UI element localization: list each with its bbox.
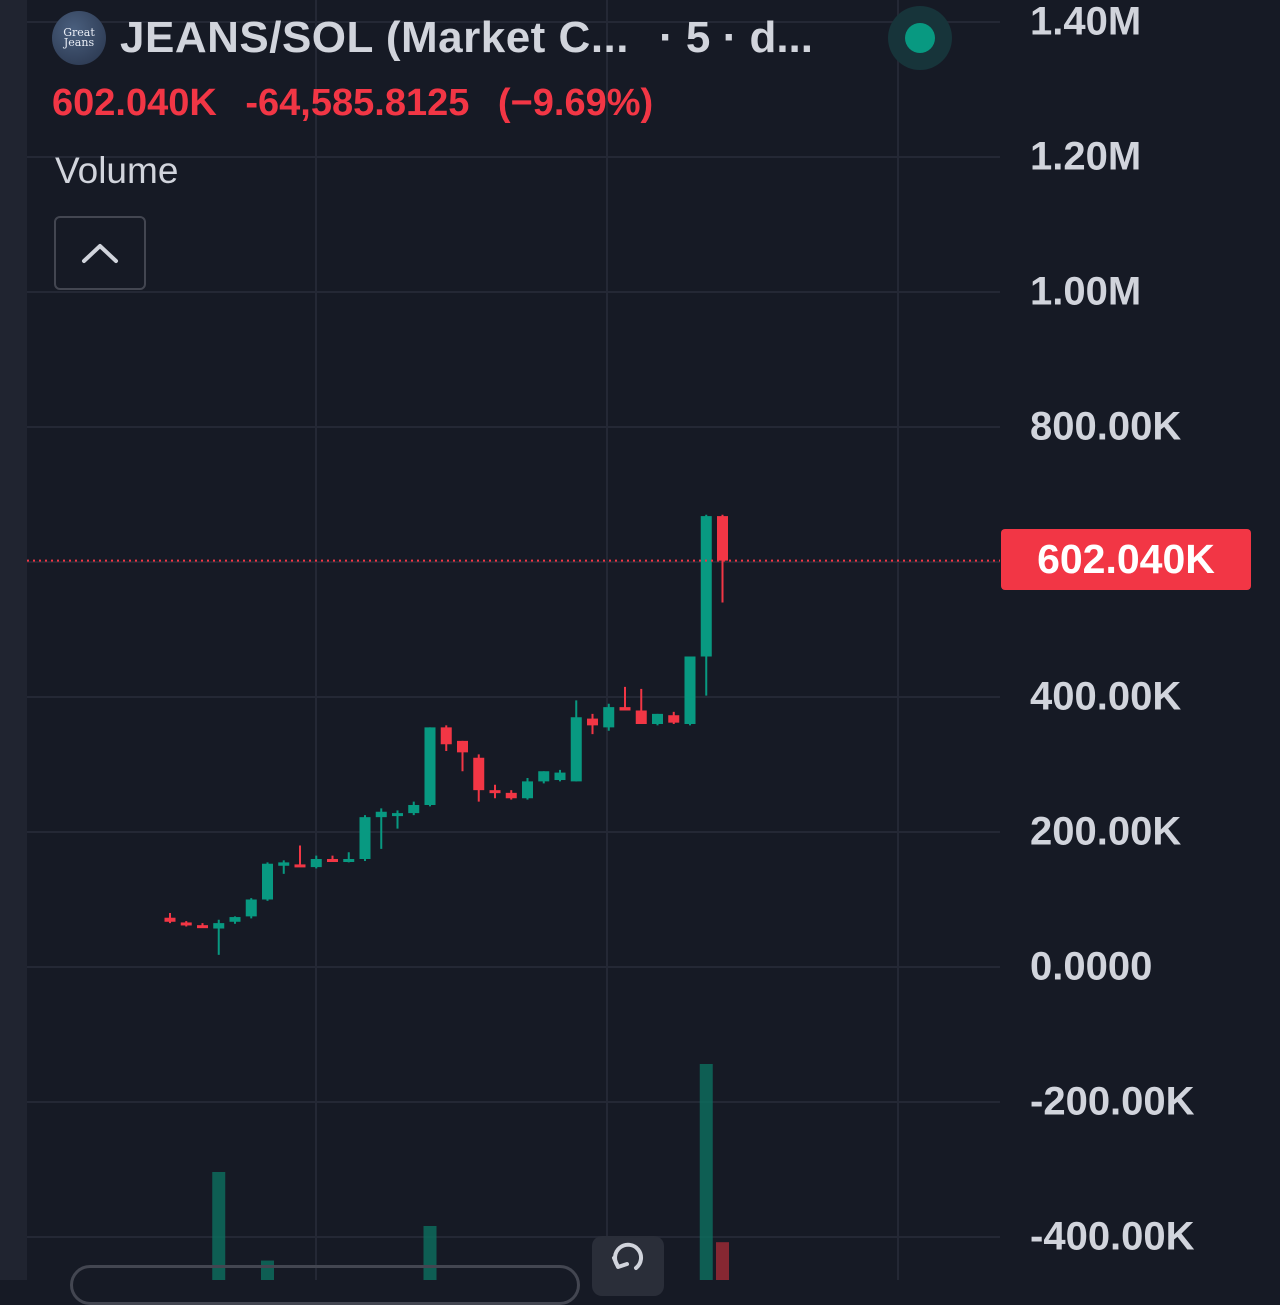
reset-chart-icon xyxy=(612,1242,644,1270)
candle-body xyxy=(408,805,420,814)
candle-body xyxy=(554,772,566,781)
reset-chart-button[interactable] xyxy=(592,1236,664,1296)
candle-body xyxy=(180,922,192,926)
price-axis-tick-label: 1.20M xyxy=(1030,134,1142,179)
candle-body xyxy=(343,859,355,862)
chart-header: Great Jeans JEANS/SOL (Market C... · 5 ·… xyxy=(52,10,813,66)
price-change: -64,585.8125 xyxy=(245,82,470,124)
current-price-badge: 602.040K xyxy=(1001,529,1251,590)
candle-body xyxy=(440,727,452,745)
candle-body xyxy=(229,917,241,922)
candle-body xyxy=(505,792,517,799)
price-axis-tick-label: 400.00K xyxy=(1030,674,1182,719)
chevron-up-icon xyxy=(82,244,118,263)
last-price: 602.040K xyxy=(52,82,217,124)
left-toolbar-strip xyxy=(0,0,27,1280)
volume-bar xyxy=(699,1064,713,1280)
price-axis-tick-label: 1.40M xyxy=(1030,0,1142,44)
candle-body xyxy=(278,862,290,866)
candle-body xyxy=(164,917,176,922)
market-status-indicator[interactable] xyxy=(888,6,952,70)
candle-body xyxy=(700,516,712,657)
time-scale-scroll[interactable] xyxy=(70,1265,580,1305)
candle-body xyxy=(603,707,615,728)
price-axis-tick-label: -400.00K xyxy=(1030,1214,1195,1259)
candle-body xyxy=(375,811,387,818)
price-axis-tick-label: 0.0000 xyxy=(1030,944,1153,989)
volume-bar xyxy=(212,1172,226,1280)
candle-body xyxy=(538,771,550,782)
candle-body xyxy=(652,713,663,724)
token-logo: Great Jeans xyxy=(52,11,106,65)
candle-body xyxy=(717,516,728,561)
candle-body xyxy=(457,740,468,753)
candle-body xyxy=(310,859,322,868)
symbol-title[interactable]: JEANS/SOL (Market C... xyxy=(120,13,629,62)
volume-bar xyxy=(716,1242,729,1280)
candle-body xyxy=(213,923,225,929)
candle-body xyxy=(619,707,631,711)
candle-body xyxy=(359,817,371,859)
status-dot-icon xyxy=(905,23,935,53)
quote-row: 602.040K -64,585.8125 (−9.69%) xyxy=(52,82,671,125)
candle-body xyxy=(570,717,582,782)
candle-body xyxy=(262,863,273,900)
candle-body xyxy=(245,899,257,917)
price-axis-tick-label: 200.00K xyxy=(1030,809,1182,854)
candle-body xyxy=(635,710,647,724)
candle-body xyxy=(522,781,533,799)
candle-body xyxy=(473,757,485,791)
candle-body xyxy=(668,715,680,723)
candle-body xyxy=(424,727,436,805)
price-axis-tick-label: 800.00K xyxy=(1030,404,1182,449)
volume-indicator-label[interactable]: Volume xyxy=(55,150,179,191)
interval-label[interactable]: · 5 · d... xyxy=(659,13,813,62)
candle-body xyxy=(684,656,696,724)
price-change-percent: (−9.69%) xyxy=(497,82,654,124)
collapse-indicators-button[interactable] xyxy=(54,216,146,290)
price-axis-tick-label: -200.00K xyxy=(1030,1079,1195,1124)
price-axis-tick-label: 1.00M xyxy=(1030,269,1142,314)
candle-body xyxy=(197,925,208,929)
candle-body xyxy=(587,718,598,726)
candle-body xyxy=(294,864,306,868)
candle-body xyxy=(489,790,501,794)
candle-body xyxy=(392,813,403,817)
candle-body xyxy=(327,859,338,862)
